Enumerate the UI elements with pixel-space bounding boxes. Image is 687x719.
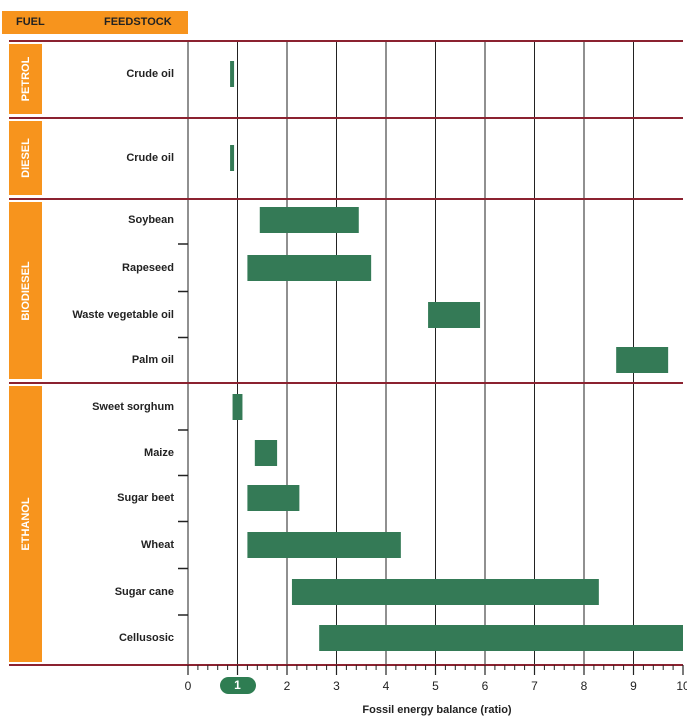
fuel-group-biodiesel: BIODIESEL [9, 202, 42, 379]
x-tick-label: 3 [333, 679, 340, 693]
x-tick-label: 5 [432, 679, 439, 693]
fuel-label: PETROL [19, 56, 32, 102]
feedstock-label: Wheat [141, 539, 174, 551]
range-bar [616, 347, 669, 373]
range-bar [230, 145, 235, 171]
x-tick-label: 10 [676, 679, 687, 693]
feedstock-label: Maize [144, 447, 174, 459]
feedstock-header: FEEDSTOCK [104, 16, 172, 28]
feedstock-label: Sweet sorghum [92, 401, 174, 413]
feedstock-label: Cellusosic [118, 632, 174, 644]
x-tick-label: 8 [580, 679, 588, 693]
range-bar [232, 394, 243, 420]
x-tick-label: 0 [184, 679, 192, 693]
x-tick-label-highlight: 1 [219, 677, 256, 694]
fuel-label: BIODIESEL [19, 260, 32, 321]
feedstock-label: Sugar beet [117, 492, 174, 504]
range-bar [247, 532, 401, 558]
feedstock-label: Waste vegetable oil [72, 309, 174, 321]
range-bar [247, 485, 300, 511]
fuel-group-diesel: DIESEL [9, 121, 42, 195]
header-bar [2, 11, 188, 34]
feedstock-label: Sugar cane [114, 586, 174, 598]
range-bar [259, 207, 359, 233]
range-bar [230, 61, 235, 87]
range-bar [247, 255, 372, 281]
x-axis-title: Fossil energy balance (ratio) [362, 704, 512, 716]
feedstock-label: Crude oil [126, 68, 174, 80]
fuel-label: ETHANOL [19, 497, 32, 551]
fuel-group-ethanol: ETHANOL [9, 386, 42, 662]
feedstock-label: Crude oil [126, 152, 174, 164]
x-tick-label: 4 [382, 679, 390, 693]
fuel-group-petrol: PETROL [9, 44, 42, 114]
range-bar [428, 302, 481, 328]
x-tick-label: 6 [481, 679, 489, 693]
feedstock-label: Rapeseed [122, 262, 174, 274]
x-tick-label: 7 [531, 679, 538, 693]
feedstock-label: Soybean [128, 214, 174, 226]
feedstock-label: Palm oil [131, 354, 174, 366]
x-tick-label: 9 [630, 679, 637, 693]
fuel-header: FUEL [16, 16, 45, 28]
range-bar [319, 625, 683, 651]
x-tick-label: 2 [283, 679, 291, 693]
range-bar [291, 579, 599, 605]
fuel-label: DIESEL [19, 138, 32, 178]
range-bar [254, 440, 278, 466]
